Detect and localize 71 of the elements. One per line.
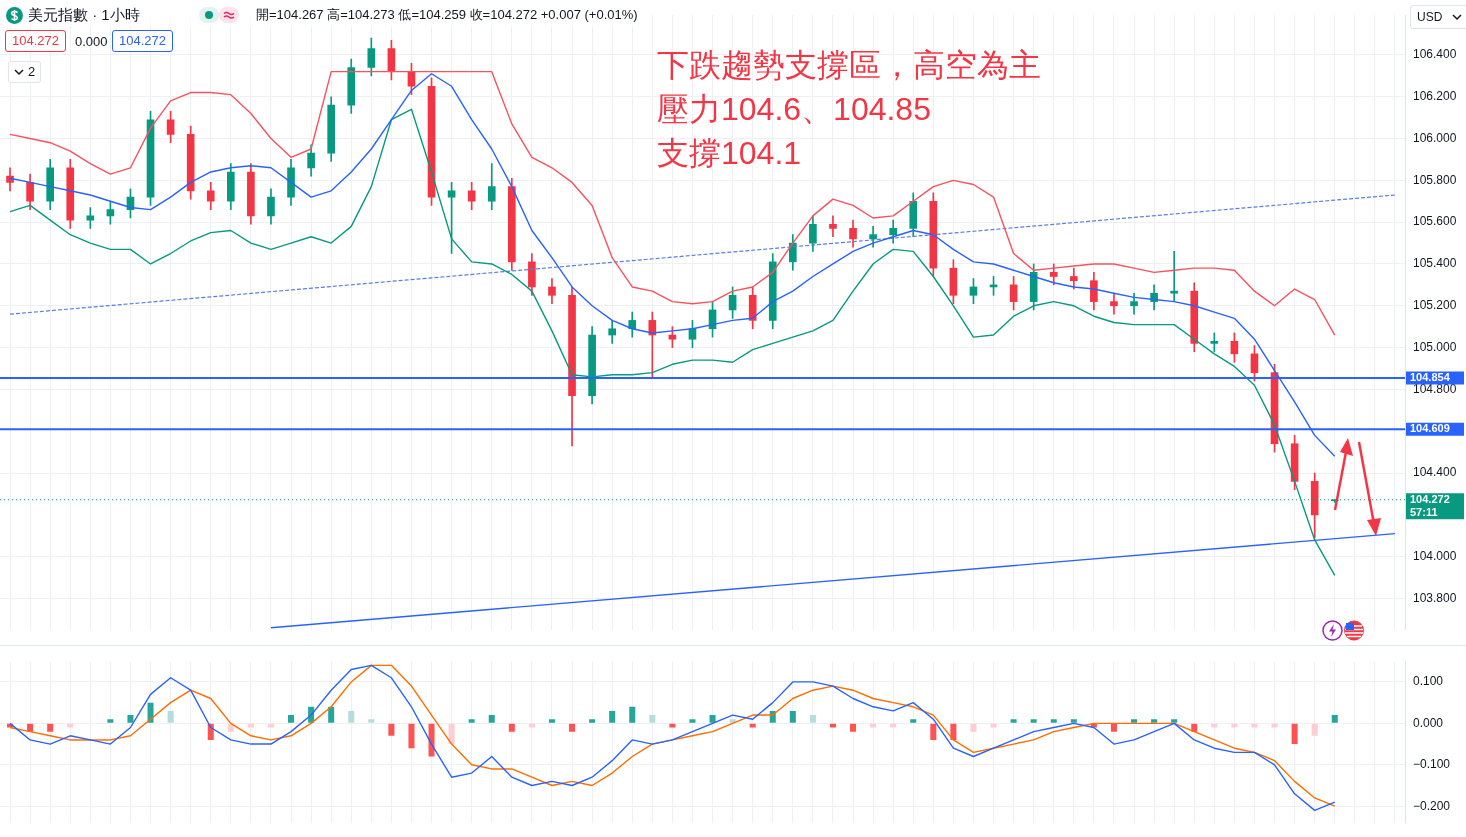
annotation: 0.000 <box>75 34 108 49</box>
bar <box>689 719 696 723</box>
annotation: 開=104.267 高=104.273 低=104.259 收=104.272 +0.007 (+0.01%) <box>256 7 638 22</box>
bar <box>1010 719 1017 723</box>
bar <box>629 706 636 723</box>
ref-line-label: 104.609 <box>1410 422 1450 435</box>
bar <box>388 723 395 736</box>
bar <box>408 723 415 749</box>
text: USD <box>1417 10 1443 24</box>
y-tick-label: 105.000 <box>1413 339 1457 354</box>
bar <box>1311 723 1318 736</box>
y-tick-label: 105.400 <box>1413 256 1457 271</box>
bar <box>609 710 616 723</box>
annotation: 下跌趨勢支撐區，高空為主 <box>657 47 1041 83</box>
bar <box>1291 723 1298 745</box>
bar <box>1151 719 1158 723</box>
y-tick-label: 105.200 <box>1413 298 1457 313</box>
bar <box>709 715 716 723</box>
annotation: 壓力104.6、104.85 <box>657 91 931 127</box>
bar <box>167 710 174 723</box>
bar <box>348 710 355 723</box>
bar <box>1070 719 1077 723</box>
annotation: 104.272 <box>119 33 166 48</box>
bar <box>468 719 475 723</box>
bar <box>950 723 957 740</box>
bar <box>428 723 435 757</box>
bar <box>789 710 796 723</box>
bar <box>1050 719 1057 723</box>
bar <box>569 723 576 732</box>
y-tick-label: 103.800 <box>1413 590 1457 605</box>
y-tick-label: 104.400 <box>1413 465 1457 480</box>
bar <box>1030 719 1037 723</box>
annotation: 支撐104.1 <box>657 135 802 171</box>
bar <box>328 706 335 723</box>
bar <box>368 719 375 723</box>
bar <box>1131 719 1138 723</box>
bar <box>930 723 937 740</box>
y-tick-label: 106.200 <box>1413 89 1457 104</box>
y-tick-label: 0.100 <box>1413 674 1444 689</box>
ref-line-label: 104.272 57:11 <box>1410 492 1450 518</box>
ref-line-label: 104.854 <box>1410 371 1451 384</box>
bar <box>589 719 596 723</box>
y-tick-label: 105.600 <box>1413 214 1457 229</box>
y-tick-label: 105.800 <box>1413 172 1457 187</box>
bar <box>107 719 114 723</box>
bar <box>488 715 495 723</box>
bar <box>910 719 917 723</box>
y-tick-label: −0.100 <box>1413 757 1451 772</box>
y-tick-label: 106.400 <box>1413 47 1457 62</box>
y-tick-label: 104.800 <box>1413 381 1457 396</box>
bar <box>548 719 555 723</box>
y-tick-label: −0.200 <box>1413 798 1451 813</box>
y-tick-label: 106.000 <box>1413 130 1457 145</box>
bar <box>970 723 977 732</box>
bar <box>1171 719 1178 723</box>
bar <box>1110 723 1117 732</box>
bar <box>47 723 54 732</box>
bar <box>850 723 857 732</box>
y-tick-label: 0.000 <box>1413 715 1444 730</box>
bar <box>1331 715 1338 723</box>
bar <box>288 715 295 723</box>
y-tick-label: 104.000 <box>1413 548 1457 563</box>
annotation: 104.272 <box>12 33 59 48</box>
bar <box>227 723 234 732</box>
chart-title: 美元指數 · 1小時 <box>28 6 140 24</box>
bar <box>809 715 816 723</box>
bar <box>508 723 515 732</box>
bar <box>127 715 134 723</box>
bar <box>649 715 656 723</box>
bar <box>448 723 455 745</box>
annotation: 2 <box>28 64 36 79</box>
